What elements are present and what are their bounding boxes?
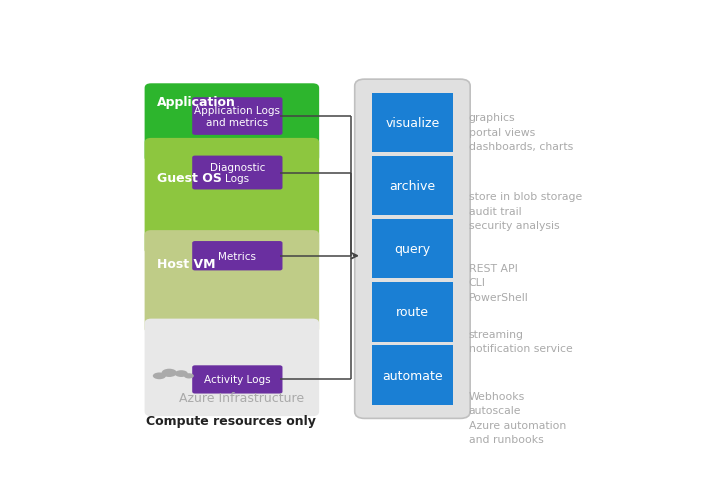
Text: graphics
portal views
dashboards, charts: graphics portal views dashboards, charts bbox=[469, 113, 573, 152]
Text: Azure Infrastructure: Azure Infrastructure bbox=[179, 391, 304, 404]
Text: Host VM: Host VM bbox=[157, 258, 215, 271]
Text: route: route bbox=[396, 306, 429, 319]
Text: automate: automate bbox=[382, 369, 443, 382]
FancyBboxPatch shape bbox=[192, 98, 282, 136]
Ellipse shape bbox=[184, 373, 194, 379]
Text: Application: Application bbox=[157, 96, 236, 109]
Text: archive: archive bbox=[390, 180, 436, 193]
FancyBboxPatch shape bbox=[372, 94, 453, 153]
Text: Diagnostic
Logs: Diagnostic Logs bbox=[210, 163, 265, 184]
FancyBboxPatch shape bbox=[372, 157, 453, 216]
FancyBboxPatch shape bbox=[372, 220, 453, 279]
FancyBboxPatch shape bbox=[145, 319, 319, 416]
Text: Guest OS: Guest OS bbox=[157, 171, 222, 184]
FancyBboxPatch shape bbox=[192, 366, 282, 394]
Text: query: query bbox=[395, 243, 431, 256]
FancyBboxPatch shape bbox=[354, 80, 470, 419]
Text: Activity Logs: Activity Logs bbox=[204, 375, 270, 385]
FancyBboxPatch shape bbox=[145, 84, 319, 163]
FancyBboxPatch shape bbox=[372, 283, 453, 342]
Ellipse shape bbox=[174, 370, 188, 377]
Text: streaming
notification service: streaming notification service bbox=[469, 329, 573, 353]
Text: Metrics: Metrics bbox=[218, 251, 256, 261]
Text: Compute resources only: Compute resources only bbox=[145, 414, 316, 427]
Ellipse shape bbox=[162, 369, 177, 377]
Text: Application Logs
and metrics: Application Logs and metrics bbox=[194, 106, 280, 127]
Text: store in blob storage
audit trail
security analysis: store in blob storage audit trail securi… bbox=[469, 192, 582, 231]
FancyBboxPatch shape bbox=[192, 156, 282, 190]
FancyBboxPatch shape bbox=[145, 231, 319, 334]
Text: REST API
CLI
PowerShell: REST API CLI PowerShell bbox=[469, 264, 528, 302]
Text: Webhooks
autoscale
Azure automation
and runbooks: Webhooks autoscale Azure automation and … bbox=[469, 391, 566, 444]
FancyBboxPatch shape bbox=[145, 139, 319, 255]
FancyBboxPatch shape bbox=[192, 242, 282, 271]
Text: visualize: visualize bbox=[385, 117, 440, 130]
Ellipse shape bbox=[152, 373, 166, 380]
FancyBboxPatch shape bbox=[372, 346, 453, 405]
